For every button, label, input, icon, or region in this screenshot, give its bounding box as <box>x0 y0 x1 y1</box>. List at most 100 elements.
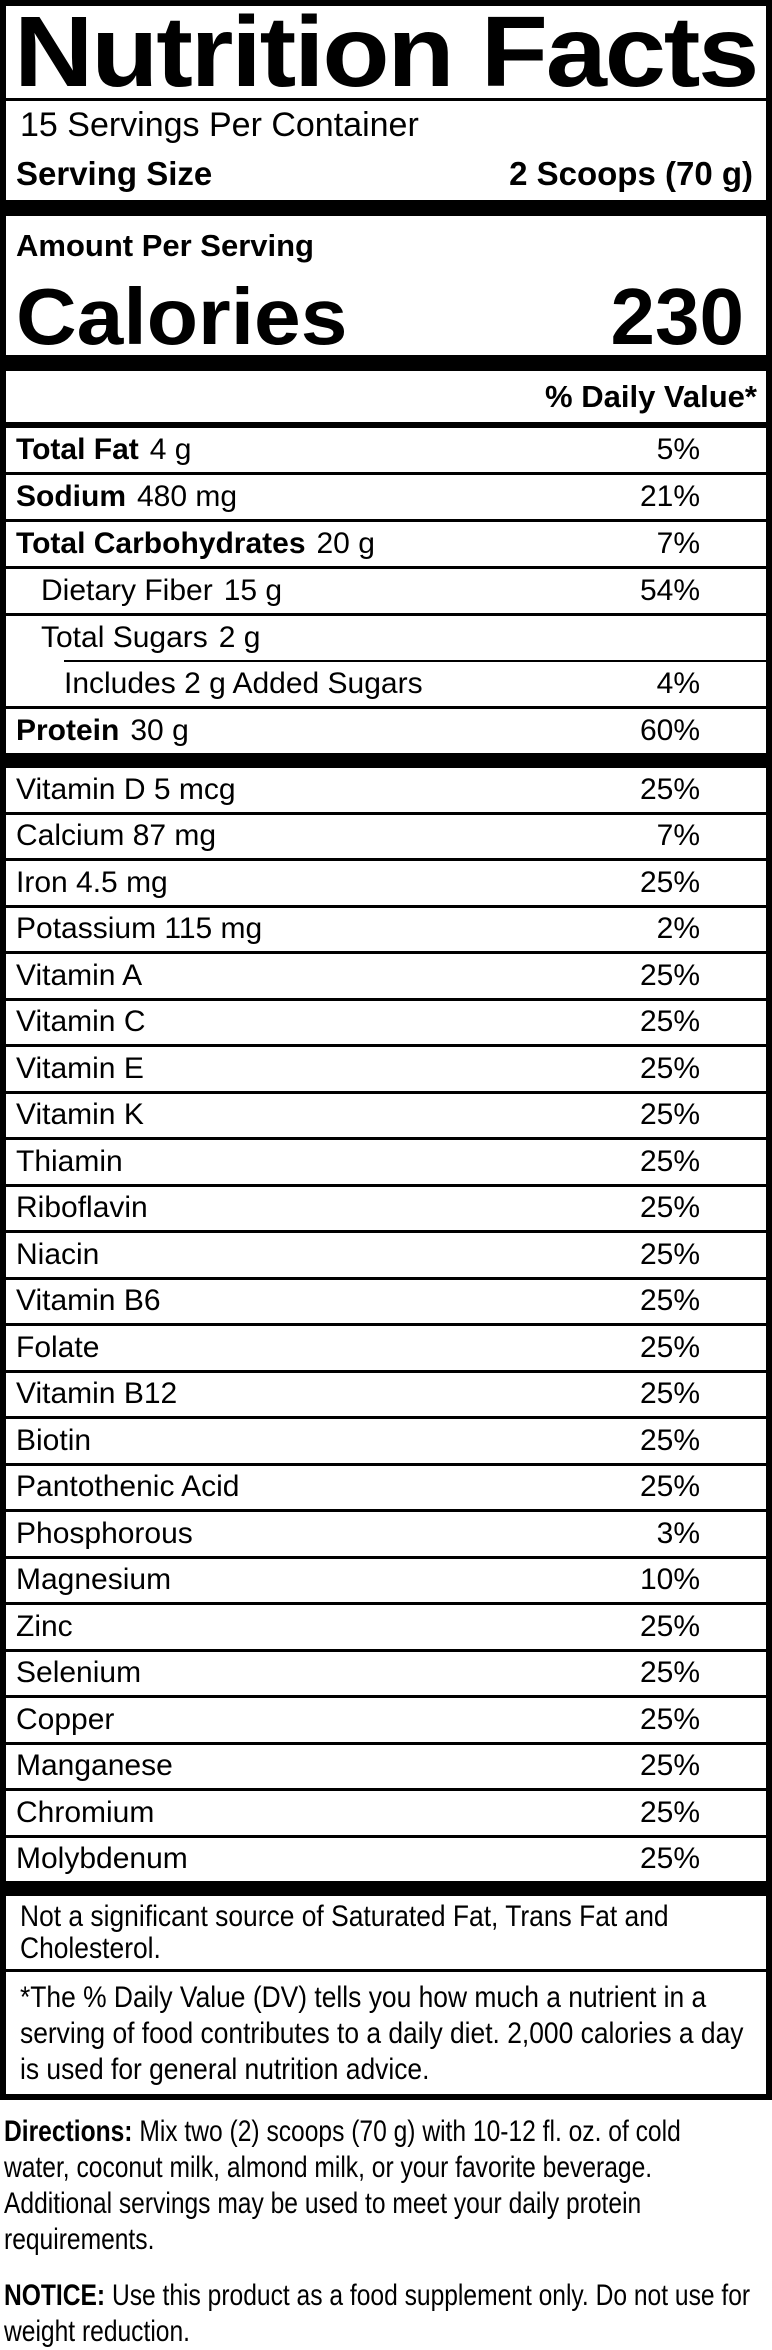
vitamin-name: Copper <box>16 1702 115 1736</box>
vitamin-daily-value: 25% <box>639 1470 700 1504</box>
vitamin-name: Zinc <box>16 1609 73 1643</box>
amount-per-serving: Amount Per Serving <box>16 228 314 263</box>
vitamin-row: Calcium 87 mg 7% <box>6 815 766 859</box>
label-title: Nutrition Facts <box>14 0 759 108</box>
vitamin-name: Pantothenic Acid <box>16 1470 240 1504</box>
daily-value-footnote: *The % Daily Value (DV) tells you how mu… <box>6 1972 766 2094</box>
vitamin-name: Molybdenum <box>16 1842 188 1876</box>
row-divider <box>6 951 766 954</box>
nutrient-row: Dietary Fiber 15 g 54% <box>6 569 766 613</box>
vitamin-daily-value: 25% <box>639 1330 700 1364</box>
row-divider <box>6 1509 766 1512</box>
vitamin-row: Vitamin D 5 mcg 25% <box>6 768 766 812</box>
thick-bar <box>6 355 766 371</box>
nutrient-amount: 4 g <box>149 433 192 466</box>
row-divider <box>6 1044 766 1047</box>
directions-text: Mix two (2) scoops (70 g) with 10-12 fl.… <box>4 2115 681 2256</box>
vitamin-row: Molybdenum 25% <box>6 1838 766 1882</box>
vitamin-name: Riboflavin <box>16 1191 148 1225</box>
vitamin-daily-value: 25% <box>639 1051 700 1085</box>
row-divider <box>6 1788 766 1791</box>
nutrient-name-group: Total Carbohydrates 20 g <box>16 527 375 561</box>
vitamin-daily-value: 25% <box>639 1609 700 1643</box>
below-label-text: Directions: Mix two (2) scoops (70 g) wi… <box>0 2100 772 2350</box>
row-divider <box>6 858 766 861</box>
row-divider <box>6 1695 766 1698</box>
footnote-divider <box>6 1969 766 1972</box>
row-divider <box>6 811 766 815</box>
nutrient-daily-value: 7% <box>656 527 700 560</box>
nutrient-name: Total Fat <box>16 433 139 466</box>
row-divider <box>6 566 766 569</box>
vitamin-name: Biotin <box>16 1423 92 1457</box>
vitamin-daily-value: 25% <box>639 1284 700 1318</box>
vitamin-name: Iron 4.5 mg <box>16 865 168 899</box>
row-divider <box>6 1834 766 1838</box>
serving-size-value: 2 Scoops (70 g) <box>509 155 753 192</box>
row-divider <box>6 1369 766 1373</box>
vitamin-row: Thiamin 25% <box>6 1140 766 1184</box>
vitamin-name: Niacin <box>16 1237 100 1271</box>
vitamin-name: Vitamin B6 <box>16 1284 161 1318</box>
vitamin-daily-value: 2% <box>656 912 700 946</box>
vitamin-row: Vitamin K 25% <box>6 1094 766 1138</box>
row-divider <box>6 997 766 1001</box>
nutrient-amount: 20 g <box>316 527 375 560</box>
vitamin-row: Copper 25% <box>6 1698 766 1742</box>
nutrient-name: Includes 2 g Added Sugars <box>64 667 423 700</box>
vitamin-daily-value: 25% <box>639 1795 700 1829</box>
not-significant-note: Not a significant source of Saturated Fa… <box>6 1896 766 1969</box>
nutrient-daily-value: 54% <box>639 574 700 607</box>
nutrient-daily-value: 5% <box>656 433 700 466</box>
vitamin-daily-value: 25% <box>639 865 700 899</box>
vitamin-name: Thiamin <box>16 1144 123 1178</box>
title-divider <box>6 98 766 101</box>
nutrient-amount: 15 g <box>223 574 283 607</box>
vitamin-daily-value: 25% <box>639 1377 700 1411</box>
serving-size-label: Serving Size <box>16 155 213 192</box>
row-divider <box>6 472 766 475</box>
vitamin-name: Vitamin C <box>16 1005 146 1039</box>
row-divider <box>6 904 766 908</box>
vitamin-name: Manganese <box>16 1749 173 1783</box>
vitamin-name: Phosphorous <box>16 1516 193 1550</box>
label-title-row: Nutrition Facts <box>6 0 766 108</box>
row-divider <box>6 1230 766 1233</box>
nutrient-daily-value: 60% <box>639 714 700 747</box>
nutrient-row: Includes 2 g Added Sugars 4% <box>6 662 766 706</box>
vitamin-row: Vitamin A 25% <box>6 954 766 998</box>
vitamin-daily-value: 3% <box>656 1516 700 1550</box>
vitamin-name: Calcium 87 mg <box>16 819 217 853</box>
row-divider <box>6 519 766 522</box>
nutrient-name: Protein <box>16 714 120 747</box>
nutrient-amount: 480 mg <box>137 480 238 513</box>
vitamin-daily-value: 7% <box>656 819 700 853</box>
notice-paragraph: NOTICE: Use this product as a food suppl… <box>4 2278 750 2350</box>
vitamin-daily-value: 10% <box>639 1563 700 1597</box>
nutrient-name-group: Total Sugars 2 g <box>41 621 260 655</box>
vitamin-row: Riboflavin 25% <box>6 1187 766 1231</box>
calories-label: Calories <box>16 272 348 361</box>
servings-per-container: 15 Servings Per Container <box>20 106 419 144</box>
nutrient-name-group: Dietary Fiber 15 g <box>41 574 282 608</box>
notice-text: Use this product as a food supplement on… <box>4 2279 751 2348</box>
daily-value-header: % Daily Value* <box>545 378 757 414</box>
vitamin-row: Vitamin E 25% <box>6 1047 766 1091</box>
row-divider <box>6 1741 766 1745</box>
serving-size-row: Serving Size 2 Scoops (70 g) <box>6 150 766 200</box>
vitamin-name: Selenium <box>16 1656 142 1690</box>
directions-label: Directions: <box>4 2115 133 2148</box>
notice-label: NOTICE: <box>4 2279 106 2312</box>
vitamin-row: Iron 4.5 mg 25% <box>6 861 766 905</box>
vitamin-row: Vitamin C 25% <box>6 1001 766 1045</box>
vitamin-name: Vitamin E <box>16 1051 144 1085</box>
nutrient-amount: 30 g <box>130 714 189 747</box>
nutrient-row: Total Carbohydrates 20 g 7% <box>6 522 766 566</box>
vitamin-daily-value: 25% <box>639 1237 700 1271</box>
daily-value-footnote-text: *The % Daily Value (DV) tells you how mu… <box>20 1981 744 2086</box>
nutrient-name-group: Sodium 480 mg <box>16 480 237 514</box>
vitamin-name: Chromium <box>16 1795 155 1829</box>
vitamin-row: Chromium 25% <box>6 1791 766 1835</box>
vitamin-daily-value: 25% <box>639 1656 700 1690</box>
row-divider <box>6 706 766 709</box>
